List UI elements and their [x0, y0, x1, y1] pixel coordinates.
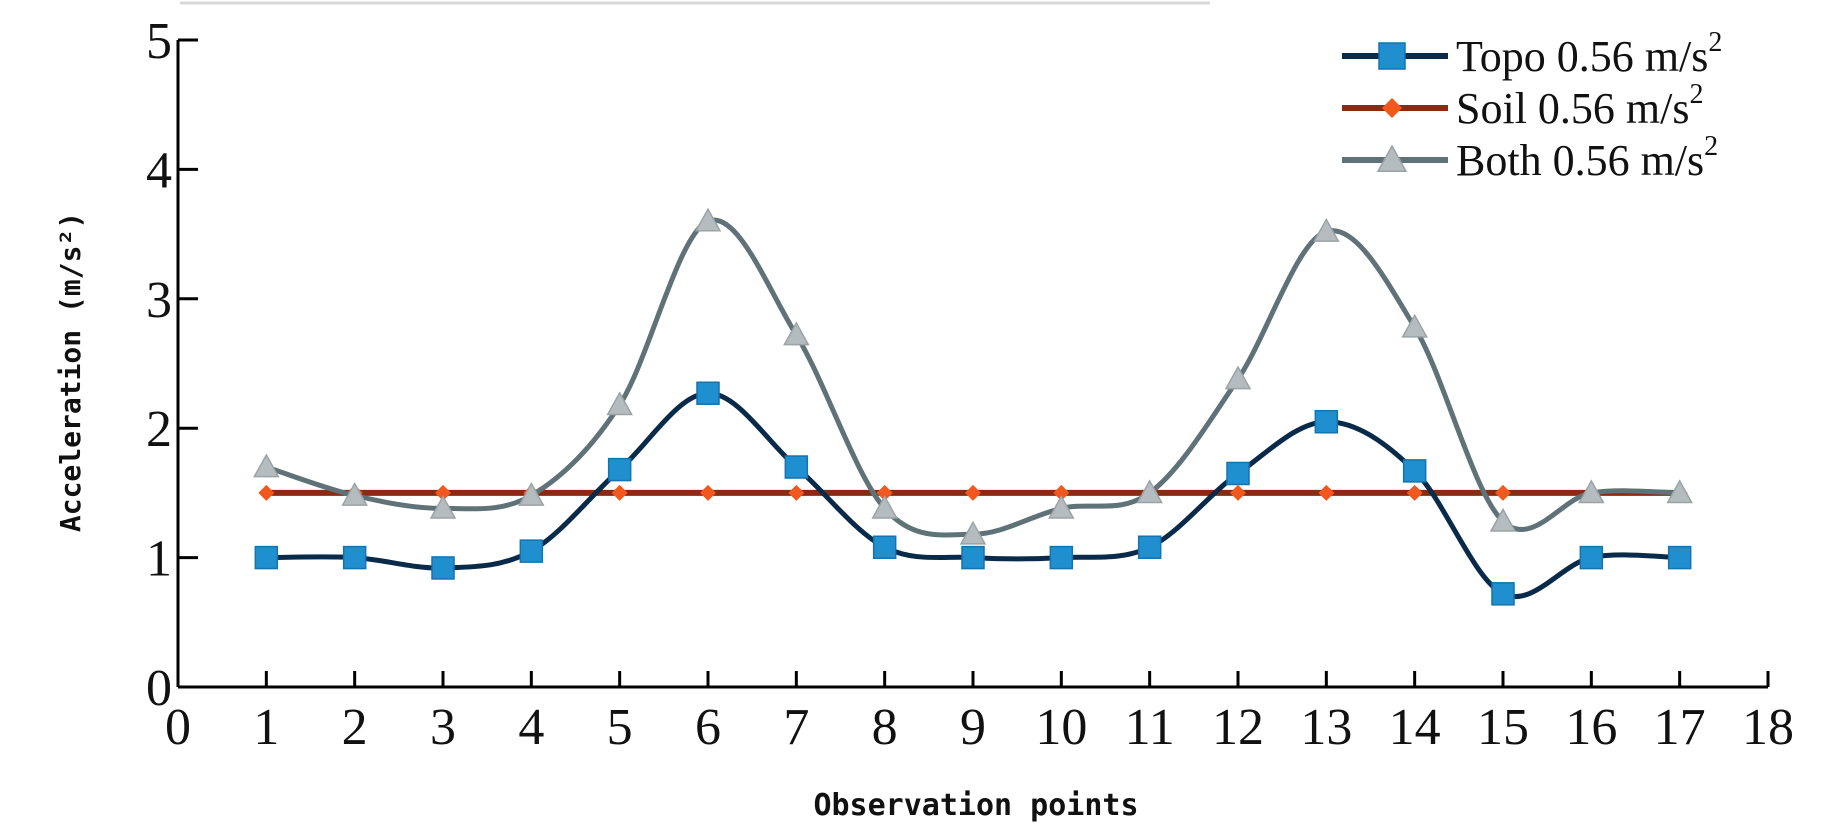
legend-label-1: Soil 0.56 m/s2	[1456, 79, 1704, 133]
x-tick-label-16: 16	[1565, 699, 1617, 756]
x-tick-label-17: 17	[1654, 699, 1706, 756]
series-1	[258, 484, 1688, 501]
x-tick-label-9: 9	[960, 699, 986, 756]
legend-swatch-marker-0	[1378, 42, 1406, 70]
legend-entry-1: Soil 0.56 m/s2	[1342, 79, 1704, 133]
series-2-point-16	[1666, 479, 1693, 504]
series-0-point-9	[1049, 545, 1074, 570]
legend-label-unit-2: m/s	[1641, 136, 1705, 185]
x-tick-label-11: 11	[1125, 699, 1175, 756]
series-2-point-15	[1578, 479, 1605, 504]
series-1-point-8	[965, 484, 981, 501]
legend-label-sup-1: 2	[1690, 79, 1704, 110]
series-0-point-6	[784, 455, 809, 479]
series-0-point-15	[1579, 545, 1604, 570]
legend-swatch-marker-2	[1376, 144, 1408, 172]
series-0-point-4	[607, 457, 632, 482]
series-2-point-12	[1313, 217, 1340, 242]
series-1-point-4	[611, 484, 628, 501]
series-2-point-14	[1489, 507, 1517, 532]
x-tick-label-4: 4	[518, 699, 544, 756]
series-0-point-7	[872, 535, 897, 559]
series-0-point-3	[519, 539, 544, 563]
series-0	[254, 381, 1692, 606]
x-tick-label-12: 12	[1212, 699, 1264, 756]
legend-label-unit-1: m/s	[1626, 84, 1690, 133]
series-1-point-12	[1318, 484, 1335, 501]
series-1-point-6	[788, 484, 805, 501]
series-2-point-7	[871, 494, 898, 519]
series-2-point-3	[518, 481, 545, 506]
legend-label-unit-0: m/s	[1645, 32, 1709, 81]
series-0-point-2	[431, 556, 455, 580]
series-2-point-1	[341, 481, 368, 506]
legend-label-number-2: Both 0.56	[1456, 136, 1641, 185]
x-tick-label-3: 3	[430, 699, 456, 756]
series-2-point-5	[694, 207, 722, 232]
legend-label-2: Both 0.56 m/s2	[1456, 131, 1718, 185]
x-tick-label-18: 18	[1742, 699, 1794, 756]
series-layer	[253, 207, 1693, 606]
series-0-point-12	[1314, 409, 1339, 434]
series-0-point-14	[1491, 582, 1515, 606]
x-tick-label-8: 8	[872, 699, 898, 756]
x-tick-label-7: 7	[783, 699, 809, 756]
series-2	[253, 207, 1693, 545]
series-2-point-9	[1048, 494, 1075, 519]
series-0-point-13	[1402, 459, 1427, 483]
y-tick-label-5: 5	[146, 13, 172, 70]
series-2-point-13	[1401, 313, 1428, 338]
series-0-point-16	[1667, 545, 1692, 570]
x-tick-label-2: 2	[342, 699, 368, 756]
x-tick-label-6: 6	[695, 699, 721, 756]
series-2-point-2	[429, 494, 457, 519]
legend-entry-2: Both 0.56 m/s2	[1342, 131, 1718, 185]
legend-label-number-1: Soil 0.56	[1456, 84, 1626, 133]
x-tick-label-5: 5	[607, 699, 633, 756]
legend-label-sup-0: 2	[1708, 27, 1722, 58]
series-1-point-7	[876, 484, 893, 501]
y-tick-label-4: 4	[146, 142, 172, 199]
series-0-point-10	[1137, 535, 1162, 559]
x-tick-label-0: 0	[165, 699, 191, 756]
x-axis-label: Observation points	[813, 788, 1138, 823]
legend-label-sup-2: 2	[1704, 131, 1718, 162]
series-2-point-4	[606, 391, 633, 416]
series-0-point-1	[342, 545, 367, 570]
legend-label-0: Topo 0.56 m/s2	[1456, 27, 1722, 81]
series-1-point-9	[1053, 484, 1070, 501]
series-1-point-0	[258, 484, 275, 501]
series-0-point-0	[254, 545, 279, 570]
series-0-point-11	[1226, 461, 1250, 486]
y-tick-label-1: 1	[146, 531, 172, 588]
series-0-point-8	[961, 545, 985, 570]
series-2-point-10	[1136, 479, 1163, 504]
y-axis-label: Acceleration (m/s²)	[54, 212, 87, 532]
y-tick-label-3: 3	[146, 272, 172, 329]
y-tick-label-2: 2	[146, 401, 172, 458]
y-tick-label-0: 0	[146, 660, 172, 717]
series-1-point-5	[700, 484, 716, 501]
x-tick-label-15: 15	[1477, 699, 1529, 756]
series-1-point-14	[1495, 484, 1511, 501]
legend-label-number-0: Topo 0.56	[1456, 32, 1645, 81]
series-1-point-13	[1406, 484, 1423, 501]
series-0-point-5	[696, 381, 720, 406]
series-2-point-11	[1224, 365, 1252, 390]
series-1-point-11	[1230, 484, 1246, 501]
x-tick-label-10: 10	[1035, 699, 1087, 756]
x-tick-label-1: 1	[253, 699, 279, 756]
series-1-point-2	[435, 484, 451, 501]
legend-entry-0: Topo 0.56 m/s2	[1342, 27, 1722, 81]
series-2-point-6	[783, 321, 810, 346]
x-tick-label-14: 14	[1389, 699, 1441, 756]
series-2-point-8	[959, 520, 987, 545]
x-tick-label-13: 13	[1300, 699, 1352, 756]
series-2-point-0	[253, 453, 280, 478]
legend-swatch-marker-1	[1382, 98, 1402, 118]
